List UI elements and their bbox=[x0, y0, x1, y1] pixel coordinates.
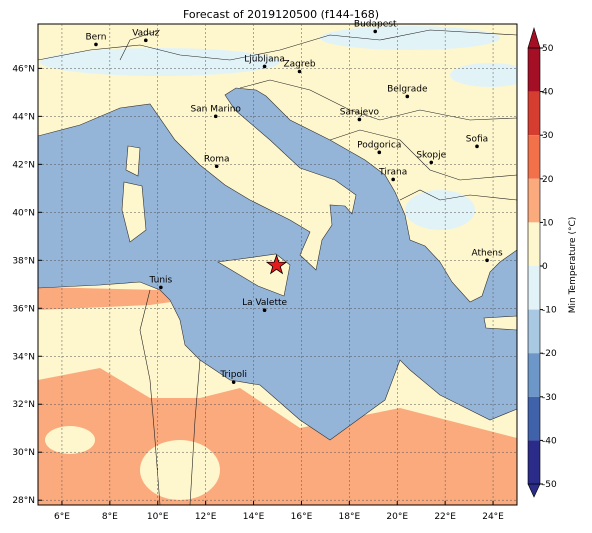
x-tick-label: 14°E bbox=[243, 512, 265, 522]
x-tick-label: 10°E bbox=[147, 512, 169, 522]
colorbar-bin bbox=[528, 222, 540, 266]
city-label: Budapest bbox=[354, 19, 397, 29]
colorbar-bin bbox=[528, 178, 540, 223]
city-label: Roma bbox=[204, 154, 230, 164]
city-label: Belgrade bbox=[387, 84, 428, 94]
colorbar-tick-label: -40 bbox=[542, 436, 557, 446]
city-label: Zagreb bbox=[283, 60, 315, 70]
city-dot bbox=[213, 114, 218, 119]
y-tick-label: 38°N bbox=[12, 256, 35, 266]
colorbar-tick-label: 10 bbox=[542, 218, 554, 228]
colorbar-bin bbox=[528, 396, 540, 441]
colorbar-tick-label: 30 bbox=[542, 131, 554, 141]
city-dot bbox=[405, 94, 410, 99]
city-dot bbox=[262, 64, 267, 69]
colorbar-bin bbox=[528, 353, 540, 397]
city-label: Tirana bbox=[378, 167, 407, 177]
city-label: Tunis bbox=[148, 275, 172, 285]
city-dot bbox=[262, 308, 267, 313]
x-tick-label: 8°E bbox=[102, 512, 118, 522]
colorbar-bin bbox=[528, 440, 540, 484]
city-dot bbox=[143, 38, 148, 43]
x-tick-label: 12°E bbox=[195, 512, 217, 522]
cold-patches bbox=[40, 26, 517, 230]
y-tick-label: 36°N bbox=[12, 304, 35, 314]
y-tick-label: 30°N bbox=[12, 448, 35, 458]
city-label: Vaduz bbox=[132, 28, 159, 38]
x-tick-label: 6°E bbox=[54, 512, 70, 522]
colorbar-bin bbox=[528, 266, 540, 310]
city-label: Skopje bbox=[416, 150, 446, 160]
city-dot bbox=[214, 164, 219, 169]
city-dot bbox=[485, 258, 489, 263]
city-dot bbox=[357, 117, 362, 122]
y-tick-label: 34°N bbox=[12, 352, 35, 362]
colorbar-tick-label: -50 bbox=[542, 480, 557, 490]
colorbar-tick-label: -10 bbox=[542, 306, 557, 316]
city-dot bbox=[429, 160, 434, 165]
y-tick-label: 46°N bbox=[12, 64, 35, 74]
city-dot bbox=[231, 380, 236, 384]
colorbar-bin bbox=[528, 135, 540, 179]
city-dot bbox=[475, 144, 479, 149]
city-label: Bern bbox=[85, 32, 106, 42]
colorbar-tick-label: 20 bbox=[542, 175, 554, 185]
y-tick-label: 32°N bbox=[12, 400, 35, 410]
x-tick-label: 20°E bbox=[386, 512, 408, 522]
city-label: San Marino bbox=[190, 104, 241, 114]
dynamic: 6°E 8°E 10°E 12°E 14°E 16°E 18°E 20°E 22°E 24°E 28… bbox=[12, 19, 557, 522]
city-dot bbox=[297, 69, 302, 74]
y-tick-label: 40°N bbox=[12, 208, 35, 218]
colorbar-tick-label: 0 bbox=[542, 262, 548, 272]
colorbar-tick-label: -30 bbox=[542, 393, 557, 403]
colorbar-extend-bottom bbox=[527, 483, 541, 498]
colorbar-extend-top bbox=[527, 26, 541, 49]
city-label: La Valette bbox=[242, 298, 287, 308]
colorbar-tick-label: 50 bbox=[542, 44, 554, 54]
colorbar-tick-label: -20 bbox=[542, 349, 557, 359]
x-tick-label: 18°E bbox=[339, 512, 361, 522]
city-label: Ljubljana bbox=[244, 54, 285, 64]
city-dot bbox=[377, 150, 382, 155]
colorbar-bin bbox=[528, 309, 540, 354]
y-tick-label: 42°N bbox=[12, 160, 35, 170]
cool-pockets bbox=[45, 426, 220, 500]
y-tick-label: 28°N bbox=[12, 496, 35, 506]
map-area bbox=[38, 24, 517, 505]
location-star bbox=[265, 254, 288, 275]
map-frame bbox=[37, 23, 518, 506]
city-label: Sarajevo bbox=[340, 107, 380, 117]
y-tick-label: 44°N bbox=[12, 112, 35, 122]
title: Forecast of 2019120500 (f144-168) bbox=[183, 8, 379, 21]
colorbar-tick-label: 40 bbox=[542, 88, 554, 98]
x-tick-label: 24°E bbox=[482, 512, 504, 522]
x-tick-label: 22°E bbox=[434, 512, 456, 522]
city-label: Podgorica bbox=[357, 140, 401, 150]
city-dot bbox=[94, 42, 98, 47]
city-label: Athens bbox=[471, 248, 502, 258]
x-tick-label: 16°E bbox=[291, 512, 313, 522]
colorbar-bin bbox=[528, 91, 540, 136]
colorbar-bin bbox=[528, 48, 540, 92]
colorbar-label: Min Temperature (°C) bbox=[568, 217, 578, 314]
city-label: Tripoli bbox=[219, 370, 247, 380]
city-dot bbox=[159, 285, 163, 290]
borders bbox=[38, 29, 517, 505]
city-dot bbox=[391, 177, 395, 182]
city-dot bbox=[373, 29, 378, 34]
city-label: Sofia bbox=[466, 134, 488, 144]
